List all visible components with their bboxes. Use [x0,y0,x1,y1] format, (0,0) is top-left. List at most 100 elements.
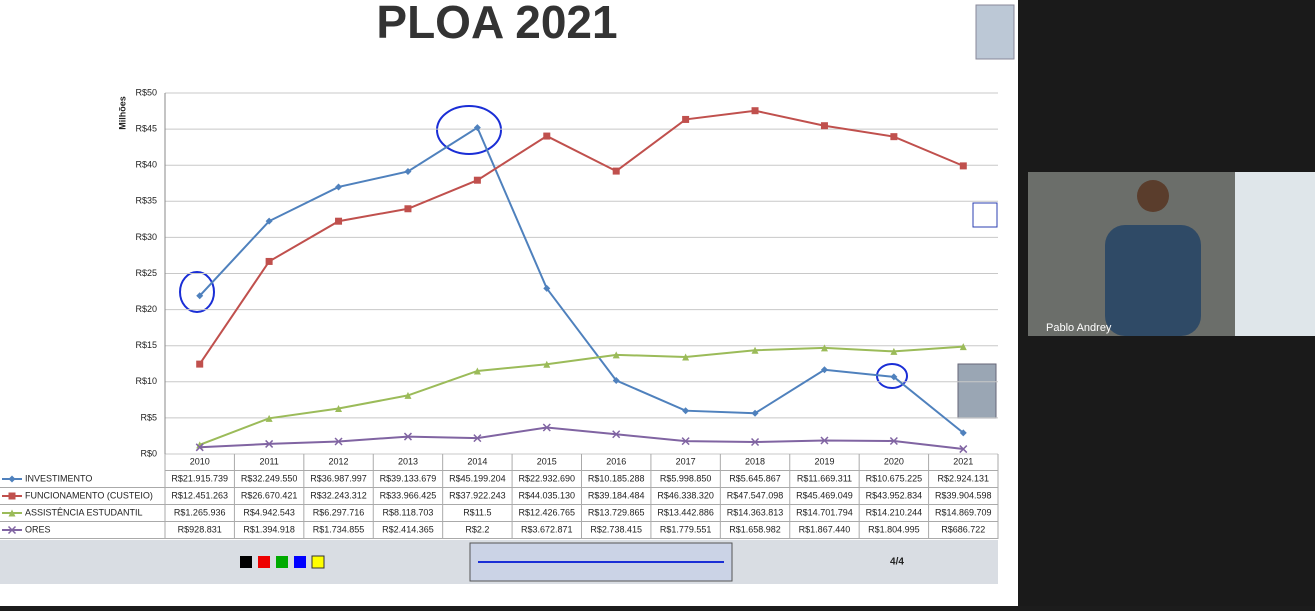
table-cell: R$3.672.871 [521,524,573,534]
marker [265,439,274,448]
table-cell: R$14.363.813 [727,507,784,517]
marker [681,437,690,446]
x-tick-label: 2021 [953,456,973,466]
x-tick-label: 2016 [606,456,626,466]
y-axis-label: Milhões [117,96,127,130]
table-cell: R$32.243.312 [310,490,367,500]
x-tick-label: 2012 [329,456,349,466]
next-arrows[interactable] [972,202,998,228]
color-swatch[interactable] [276,556,288,568]
table-cell: R$39.133.679 [380,473,437,483]
x-tick-label: 2014 [467,456,487,466]
marker [890,347,898,355]
table-cell: R$26.670.421 [241,490,298,500]
table-cell: R$44.035.130 [519,490,576,500]
table-cell: R$2.2 [465,524,489,534]
slide-button[interactable] [975,4,1015,60]
y-tick-label: R$5 [140,412,157,422]
color-swatch[interactable] [240,556,252,568]
marker [404,167,412,175]
table-cell: R$47.547.098 [727,490,784,500]
y-tick-label: R$35 [135,196,157,206]
legend-marker [8,509,16,517]
marker [195,443,204,452]
table-cell: R$45.199.204 [449,473,506,483]
table-cell: R$46.338.320 [657,490,714,500]
marker [820,344,828,352]
refresh-button[interactable] [957,363,997,419]
chart-title: PLOA 2021 [376,0,617,48]
color-swatch[interactable] [311,555,325,569]
marker [335,405,343,413]
marker [959,162,967,170]
table-cell: R$6.297.716 [313,507,365,517]
marker [751,107,759,115]
pen-annotation [179,271,215,313]
y-tick-label: R$40 [135,160,157,170]
table-cell: R$1.867.440 [799,524,851,534]
marker [682,407,690,415]
marker [890,133,898,141]
legend-label: FUNCIONAMENTO (CUSTEIO) [25,490,153,500]
y-tick-label: R$50 [135,87,157,97]
marker [473,434,482,443]
table-cell: R$39.904.598 [935,490,992,500]
page-counter: 4/4 [890,557,904,568]
marker [265,217,273,225]
marker [473,124,481,132]
marker [543,132,551,140]
marker [612,376,620,384]
marker [959,445,968,454]
table-cell: R$686.722 [941,524,985,534]
marker [682,115,690,123]
legend-marker [7,525,17,535]
marker [542,423,551,432]
x-tick-label: 2020 [884,456,904,466]
marker [196,360,204,368]
table-cell: R$1.265.936 [174,507,226,517]
table-cell: R$14.869.709 [935,507,992,517]
table-cell: R$4.942.543 [243,507,295,517]
table-cell: R$12.451.263 [171,490,228,500]
table-cell: R$13.729.865 [588,507,645,517]
table-cell: R$1.658.982 [729,524,781,534]
marker [959,429,967,437]
marker [335,217,343,225]
marker [196,292,204,300]
color-swatch[interactable] [258,556,270,568]
marker [334,437,343,446]
x-tick-label: 2011 [259,456,278,466]
table-cell: R$14.210.244 [866,507,923,517]
participant-name: Pablo Andrey [1046,322,1112,334]
marker [612,351,620,359]
marker [612,430,621,439]
marker [751,346,759,354]
table-cell: R$5.998.850 [660,473,712,483]
table-cell: R$21.915.739 [171,473,228,483]
legend-label: ASSISTÊNCIA ESTUDANTIL [25,507,143,517]
y-tick-label: R$25 [135,268,157,278]
table-cell: R$37.922.243 [449,490,506,500]
table-cell: R$2.924.131 [938,473,990,483]
marker [404,205,412,213]
x-tick-label: 2017 [676,456,696,466]
table-cell: R$10.675.225 [866,473,923,483]
table-cell: R$39.184.484 [588,490,645,500]
marker [404,391,412,399]
table-cell: R$5.645.867 [729,473,781,483]
y-tick-label: R$10 [135,376,157,386]
table-cell: R$36.987.997 [310,473,367,483]
x-tick-label: 2019 [814,456,834,466]
video-screen [1235,172,1315,336]
y-tick-label: R$15 [135,340,157,350]
y-tick-label: R$20 [135,304,157,314]
table-cell: R$10.185.288 [588,473,645,483]
marker [473,367,481,375]
table-cell: R$8.118.703 [383,507,434,517]
table-cell: R$1.734.855 [313,524,365,534]
marker [543,360,551,368]
color-swatch[interactable] [294,556,306,568]
y-tick-label: R$45 [135,123,157,133]
